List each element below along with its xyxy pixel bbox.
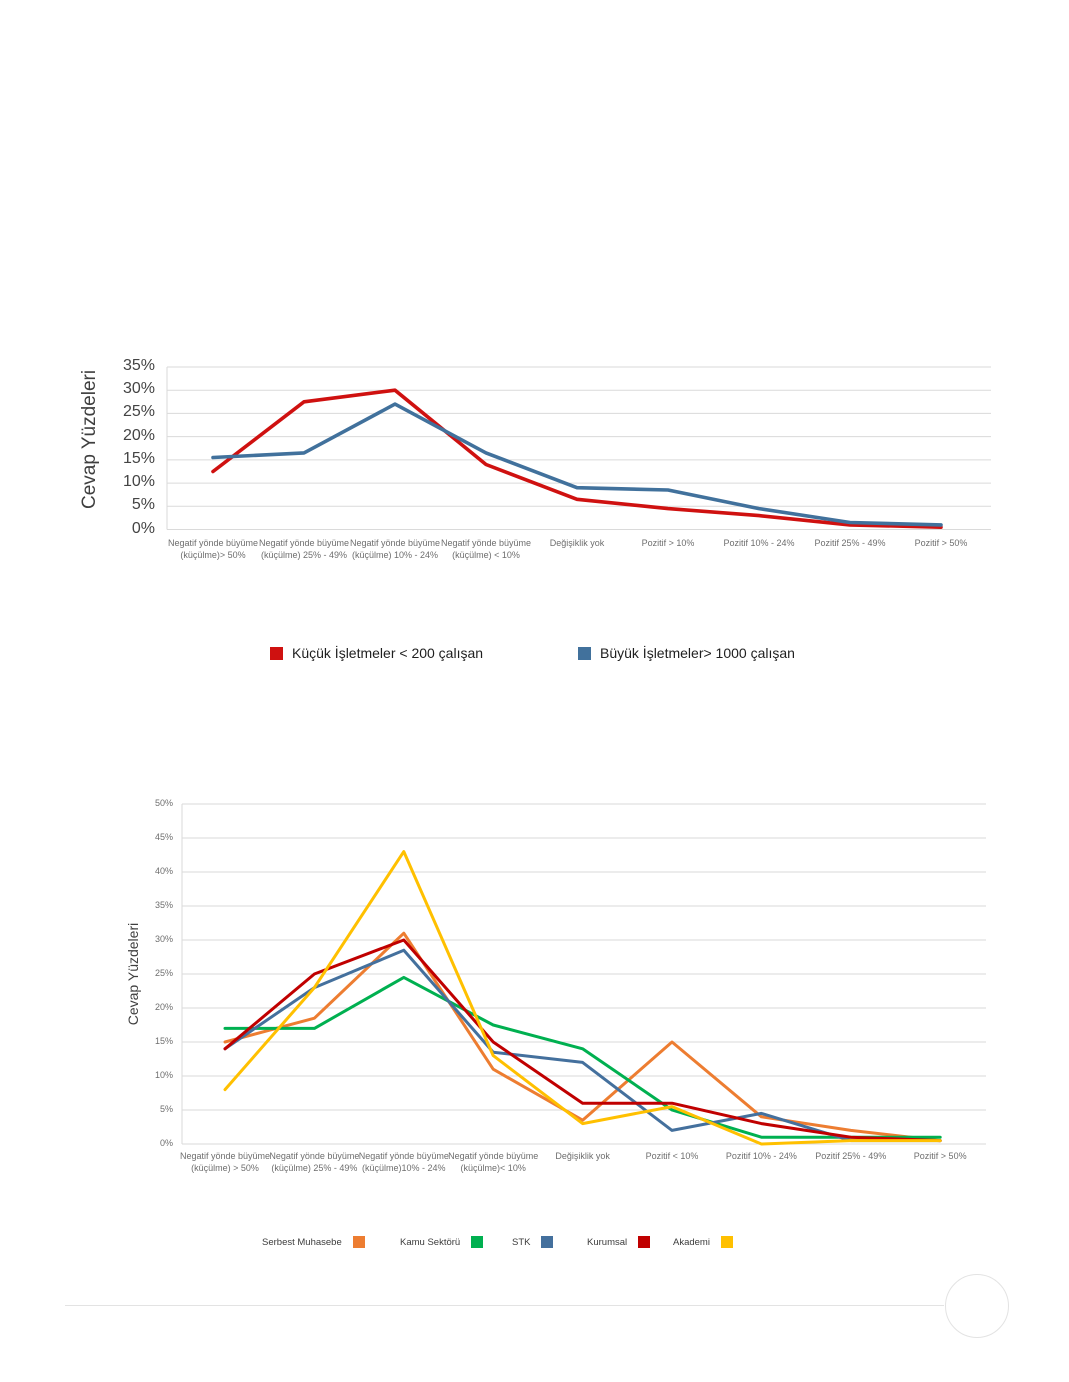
y-tick-label: 20% xyxy=(154,1002,173,1012)
legend-label: Kamu Sektörü xyxy=(400,1236,461,1248)
x-axis-label: Pozitif 10% - 24% xyxy=(723,538,795,548)
series-line-0 xyxy=(211,388,943,529)
x-axis-label: Negatif yönde büyüme (küçülme) 10% - 24% xyxy=(349,538,441,560)
legend-swatch xyxy=(541,1236,554,1248)
legend-label: STK xyxy=(512,1236,531,1248)
x-axis-label: Negatif yönde büyüme (küçülme) > 50% xyxy=(179,1151,271,1173)
x-axis-label: Pozitif > 10% xyxy=(641,538,695,548)
x-axis-label: Negatif yönde büyüme (küçülme)10% - 24% xyxy=(358,1151,449,1173)
legend-swatch xyxy=(578,646,591,660)
legend-label: Kurumsal xyxy=(587,1236,628,1248)
legend-swatch xyxy=(352,1236,365,1248)
x-axis-label: Değişiklik yok xyxy=(549,538,605,548)
series-line-4 xyxy=(223,850,942,1146)
legend-item: Akademi xyxy=(673,1236,733,1248)
x-axis-label: Pozitif > 50% xyxy=(914,538,968,548)
y-tick-label: 0% xyxy=(159,1138,173,1148)
y-tick-label: 5% xyxy=(159,1104,173,1114)
series-line-1 xyxy=(223,975,942,1139)
y-tick-label: 5% xyxy=(131,496,155,514)
line-chart-canvas xyxy=(181,803,986,1146)
y-tick-label: 0% xyxy=(131,519,155,537)
x-axis-label: Pozitif 10% - 24% xyxy=(725,1151,797,1161)
y-tick-label: 30% xyxy=(122,380,155,398)
series-line-2 xyxy=(223,948,942,1143)
x-axis-label: Pozitif 25% - 49% xyxy=(814,538,886,548)
x-axis-label: Pozitif 25% - 49% xyxy=(815,1151,887,1161)
legend-label: Büyük İşletmeler> 1000 çalışan xyxy=(600,645,795,661)
legend-item: Büyük İşletmeler> 1000 çalışan xyxy=(578,645,795,661)
legend-swatch xyxy=(471,1236,484,1248)
x-axis-label: Negatif yönde büyüme (küçülme) 25% - 49% xyxy=(258,538,350,560)
footer-circle xyxy=(945,1274,1009,1338)
legend-label: Serbest Muhasebe xyxy=(262,1236,342,1248)
x-axis-label: Negatif yönde büyüme (küçülme)< 10% xyxy=(448,1151,539,1173)
legend-item: Kamu Sektörü xyxy=(400,1236,484,1248)
line-chart-canvas xyxy=(166,366,991,530)
x-axis-label: Negatif yönde büyüme (küçülme) 25% - 49% xyxy=(269,1151,360,1173)
y-tick-label: 25% xyxy=(154,968,173,978)
footer-divider xyxy=(65,1305,944,1306)
y-tick-label: 10% xyxy=(122,473,155,491)
x-axis-label: Değişiklik yok xyxy=(555,1151,610,1161)
legend-label: Küçük İşletmeler < 200 çalışan xyxy=(292,645,484,661)
y-tick-label: 40% xyxy=(154,866,173,876)
x-axis-label: Negatif yönde büyüme (küçülme) < 10% xyxy=(440,538,532,560)
y-tick-label: 15% xyxy=(154,1036,173,1046)
series-line-1 xyxy=(211,402,943,527)
legend-item: STK xyxy=(512,1236,554,1248)
y-tick-label: 50% xyxy=(154,798,173,808)
legend-item: Kurumsal xyxy=(587,1236,651,1248)
legend-swatch xyxy=(720,1236,733,1248)
series-line-0 xyxy=(223,931,942,1143)
y-tick-label: 35% xyxy=(122,356,155,374)
y-tick-label: 20% xyxy=(122,426,155,444)
y-tick-label: 15% xyxy=(122,449,155,467)
series-line-3 xyxy=(223,938,942,1143)
y-tick-label: 30% xyxy=(154,934,173,944)
legend-swatch xyxy=(638,1236,651,1248)
x-axis-label: Pozitif < 10% xyxy=(645,1151,699,1161)
x-axis-label: Negatif yönde büyüme (küçülme)> 50% xyxy=(167,538,259,560)
y-tick-label: 10% xyxy=(154,1070,173,1080)
legend-label: Akademi xyxy=(673,1236,710,1248)
x-axis-label: Pozitif > 50% xyxy=(913,1151,967,1161)
y-tick-label: 45% xyxy=(154,832,173,842)
y-tick-label: 35% xyxy=(154,900,173,910)
legend-item: Küçük İşletmeler < 200 çalışan xyxy=(270,645,483,661)
y-tick-label: 25% xyxy=(122,403,155,421)
legend-item: Serbest Muhasebe xyxy=(262,1236,365,1248)
legend-swatch xyxy=(270,646,283,660)
